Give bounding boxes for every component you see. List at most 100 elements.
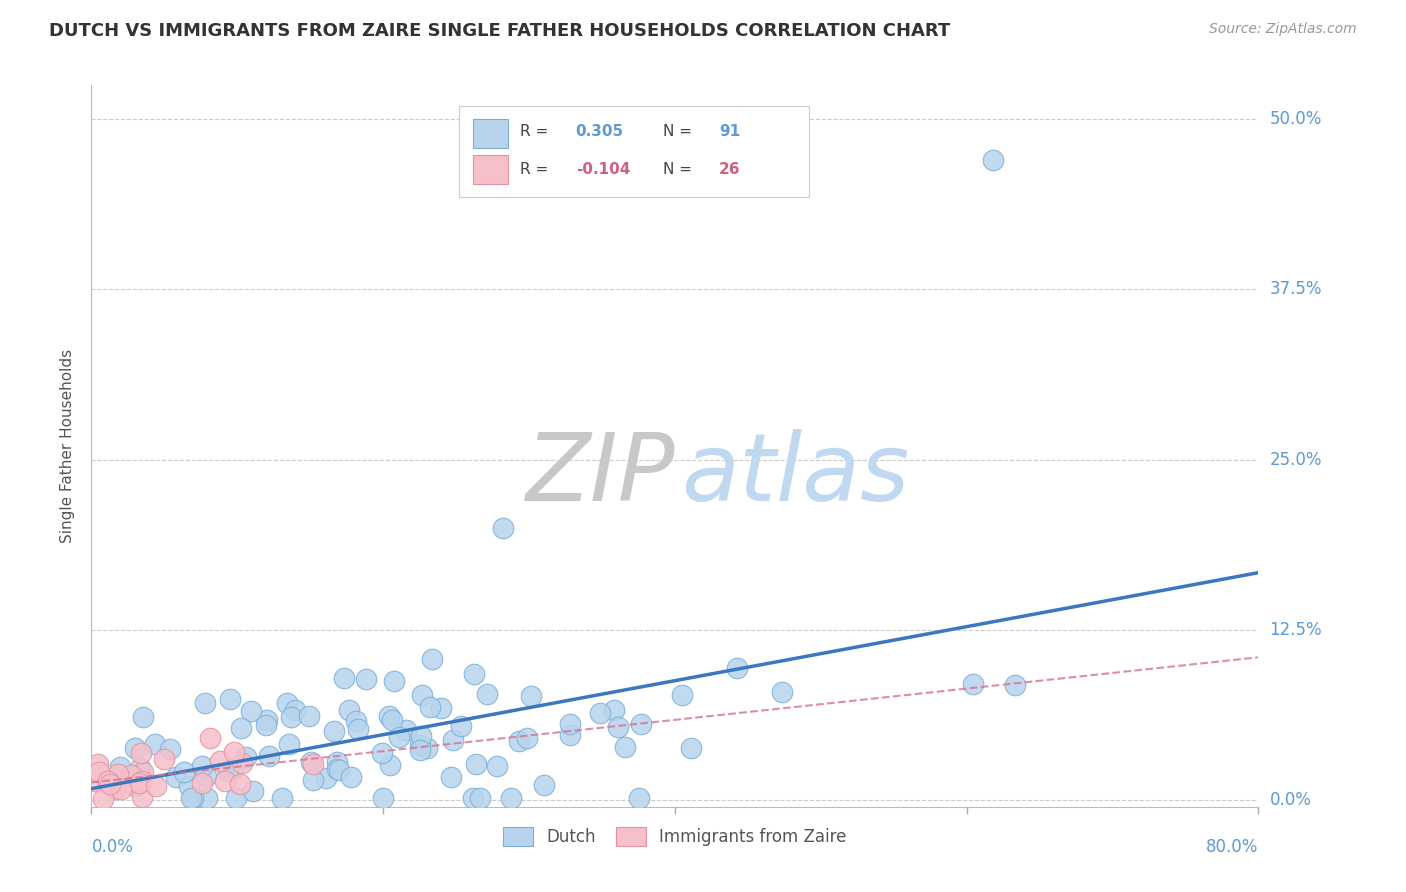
Point bbox=[131, 774, 153, 789]
Point bbox=[671, 688, 693, 702]
Point bbox=[240, 704, 263, 718]
Point bbox=[257, 748, 280, 763]
Point bbox=[302, 772, 325, 787]
Point bbox=[962, 677, 984, 691]
Text: 26: 26 bbox=[720, 161, 741, 177]
Point bbox=[218, 691, 240, 706]
Point bbox=[120, 768, 142, 782]
Point bbox=[589, 706, 612, 720]
Point bbox=[278, 737, 301, 751]
Text: DUTCH VS IMMIGRANTS FROM ZAIRE SINGLE FATHER HOUSEHOLDS CORRELATION CHART: DUTCH VS IMMIGRANTS FROM ZAIRE SINGLE FA… bbox=[49, 22, 950, 40]
FancyBboxPatch shape bbox=[472, 155, 508, 184]
Text: 50.0%: 50.0% bbox=[1270, 110, 1322, 128]
Text: atlas: atlas bbox=[681, 429, 908, 520]
FancyBboxPatch shape bbox=[472, 119, 508, 147]
Point bbox=[420, 652, 443, 666]
Point bbox=[344, 714, 367, 729]
Point bbox=[280, 710, 302, 724]
Point bbox=[371, 747, 394, 761]
Point bbox=[388, 731, 411, 745]
Point bbox=[475, 687, 498, 701]
Point bbox=[333, 671, 356, 685]
Text: N =: N = bbox=[664, 161, 697, 177]
Point bbox=[486, 758, 509, 772]
Point bbox=[128, 761, 150, 775]
Point bbox=[323, 723, 346, 738]
Point bbox=[382, 673, 405, 688]
Point bbox=[411, 688, 433, 702]
Point bbox=[235, 749, 257, 764]
Point bbox=[132, 764, 155, 779]
Point bbox=[229, 777, 252, 791]
Point bbox=[411, 729, 433, 743]
Point bbox=[409, 743, 432, 757]
Point bbox=[381, 713, 404, 727]
Point bbox=[371, 790, 394, 805]
Point bbox=[519, 689, 541, 703]
Point bbox=[628, 790, 651, 805]
Point bbox=[254, 718, 277, 732]
Point bbox=[217, 764, 239, 779]
Text: R =: R = bbox=[520, 161, 553, 177]
Text: 12.5%: 12.5% bbox=[1270, 621, 1322, 639]
Point bbox=[107, 767, 129, 781]
Point bbox=[91, 792, 114, 806]
Point bbox=[124, 779, 146, 793]
Point bbox=[87, 765, 110, 780]
Point bbox=[516, 731, 538, 745]
Point bbox=[981, 153, 1004, 167]
Point bbox=[463, 667, 485, 681]
Point bbox=[222, 763, 245, 777]
Point bbox=[439, 770, 461, 784]
Point bbox=[441, 733, 464, 747]
Point bbox=[87, 756, 110, 771]
Point bbox=[191, 758, 214, 772]
Point bbox=[153, 752, 176, 766]
Point bbox=[198, 731, 221, 746]
Text: R =: R = bbox=[520, 124, 553, 139]
Point bbox=[394, 723, 416, 738]
Point bbox=[256, 714, 278, 728]
Point bbox=[463, 790, 485, 805]
Point bbox=[222, 745, 245, 759]
Point bbox=[770, 685, 793, 699]
Point bbox=[231, 756, 253, 770]
Point bbox=[159, 741, 181, 756]
Point bbox=[606, 721, 628, 735]
Point bbox=[284, 703, 307, 717]
Point bbox=[83, 774, 105, 789]
Text: 0.0%: 0.0% bbox=[1270, 791, 1312, 809]
Point bbox=[231, 721, 253, 735]
Point bbox=[1004, 678, 1026, 692]
Point bbox=[225, 790, 247, 805]
Point bbox=[97, 774, 120, 789]
Point bbox=[110, 760, 132, 774]
Point bbox=[630, 716, 652, 731]
Text: 0.305: 0.305 bbox=[575, 124, 624, 139]
Point bbox=[195, 790, 218, 805]
Point bbox=[492, 521, 515, 535]
Point bbox=[326, 762, 349, 776]
Point bbox=[195, 769, 218, 783]
Point bbox=[603, 703, 626, 717]
Point bbox=[143, 737, 166, 751]
Point bbox=[242, 784, 264, 798]
Point bbox=[214, 774, 236, 789]
Legend: Dutch, Immigrants from Zaire: Dutch, Immigrants from Zaire bbox=[496, 821, 853, 853]
Point bbox=[378, 758, 401, 772]
Point bbox=[271, 790, 294, 805]
Point bbox=[177, 779, 200, 793]
Text: 37.5%: 37.5% bbox=[1270, 280, 1322, 298]
Point bbox=[298, 709, 321, 723]
Point bbox=[501, 790, 523, 805]
Point bbox=[409, 738, 432, 752]
Point bbox=[681, 740, 703, 755]
Point bbox=[558, 728, 581, 742]
Point bbox=[110, 781, 132, 796]
Point bbox=[347, 722, 370, 736]
Point bbox=[129, 746, 152, 760]
Point bbox=[419, 699, 441, 714]
Y-axis label: Single Father Households: Single Father Households bbox=[60, 349, 76, 543]
Text: 0.0%: 0.0% bbox=[91, 838, 134, 855]
Point bbox=[132, 710, 155, 724]
